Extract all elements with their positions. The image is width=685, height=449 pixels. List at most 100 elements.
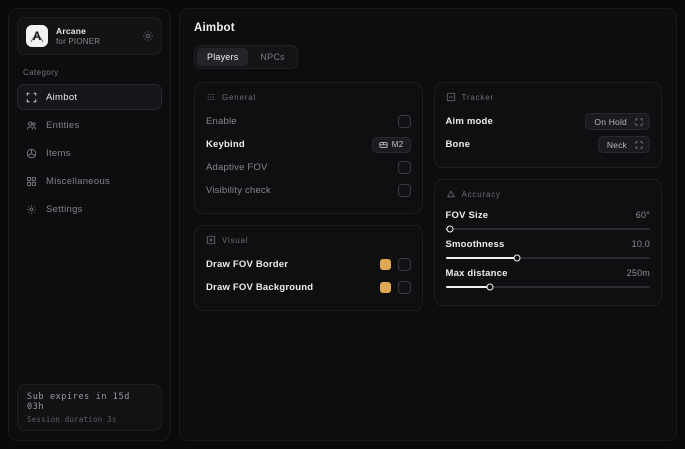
sidebar-item-miscellaneous[interactable]: Miscellaneous	[17, 168, 162, 194]
slider-value: 60°	[635, 210, 650, 220]
slider-thumb[interactable]	[513, 254, 521, 262]
row-aim-mode: Aim mode On Hold	[445, 110, 650, 133]
subscription-expiry: Sub expires in 15d 03h	[27, 392, 130, 412]
tab-npcs[interactable]: NPCs	[260, 52, 285, 62]
main-content: Aimbot Players NPCs General	[179, 8, 677, 441]
sliders-icon	[206, 92, 216, 102]
slider-label: FOV Size	[445, 210, 489, 221]
expand-icon	[635, 140, 643, 149]
slider-fov-size: FOV Size 60°	[445, 207, 651, 236]
sidebar-item-label: Miscellaneous	[46, 175, 111, 187]
sidebar: A Arcane for PIONER Category	[8, 8, 171, 441]
tab-players[interactable]: Players	[197, 48, 249, 66]
sidebar-item-aimbot[interactable]: Aimbot	[17, 84, 162, 110]
brand-name: Arcane	[56, 26, 87, 36]
row-adaptive-fov: Adaptive FOV	[206, 156, 411, 179]
slider-track[interactable]	[445, 225, 650, 233]
row-enable: Enable	[206, 110, 411, 133]
card-visual: Visual Draw FOV Border Draw FOV Backgrou…	[194, 225, 423, 311]
app-logo: A	[26, 25, 48, 47]
sidebar-item-label: Items	[46, 147, 71, 159]
card-accuracy-header: Accuracy	[446, 189, 651, 199]
brand-subtitle: for PIONER	[56, 37, 101, 46]
expand-icon	[635, 117, 643, 126]
gear-icon	[26, 204, 37, 215]
slider-max-distance: Max distance 250m	[445, 265, 650, 294]
box-icon	[26, 148, 37, 159]
image-icon	[206, 235, 216, 245]
left-column: General Enable Keybind	[194, 82, 423, 311]
slider-value: 250m	[626, 268, 650, 278]
card-accuracy: Accuracy FOV Size 60°	[433, 179, 662, 306]
slider-header: FOV Size 60°	[446, 210, 651, 221]
row-label: Enable	[206, 116, 237, 127]
session-duration: Session duration 3s	[27, 415, 117, 424]
row-label: Draw FOV Border	[206, 259, 289, 270]
slider-value: 10.0	[631, 239, 650, 249]
card-title: Tracker	[461, 92, 494, 102]
card-visual-header: Visual	[206, 235, 411, 245]
sidebar-item-settings[interactable]: Settings	[17, 196, 162, 222]
people-icon	[26, 120, 37, 131]
triangle-icon	[446, 189, 456, 199]
row-label: Bone	[445, 139, 471, 150]
tab-bar: Players NPCs	[194, 45, 298, 69]
subscription-status-card: Sub expires in 15d 03h Session duration …	[17, 384, 162, 431]
draw-fov-background-controls	[379, 281, 411, 294]
slider-track[interactable]	[445, 283, 650, 291]
category-label: Category	[23, 68, 59, 77]
draw-fov-background-checkbox[interactable]	[397, 281, 411, 294]
card-tracker: Tracker Aim mode On Hold	[433, 82, 662, 168]
row-label: Keybind	[206, 139, 245, 150]
profile-text: Arcane for PIONER	[56, 26, 100, 46]
page-title: Aimbot	[194, 22, 235, 34]
slider-thumb[interactable]	[446, 225, 454, 233]
grid-icon	[26, 176, 37, 187]
card-title: Accuracy	[461, 189, 501, 199]
gear-icon[interactable]	[142, 30, 154, 42]
enable-checkbox[interactable]	[397, 115, 411, 128]
adaptive-fov-checkbox[interactable]	[397, 161, 411, 174]
visibility-check-checkbox[interactable]	[397, 184, 411, 197]
logo-arc-icon	[30, 34, 44, 43]
crosshair-icon	[26, 92, 37, 103]
row-label: Aim mode	[445, 116, 494, 127]
mouse-icon	[379, 141, 388, 149]
card-title: General	[222, 92, 257, 102]
aim-mode-select[interactable]: On Hold	[585, 113, 650, 130]
keybind-value: M2	[391, 140, 404, 149]
sidebar-spacer	[17, 224, 162, 384]
slider-fill	[445, 286, 491, 288]
aim-mode-value: On Hold	[594, 116, 627, 127]
slider-thumb[interactable]	[486, 283, 494, 291]
row-label: Visibility check	[206, 185, 271, 196]
row-label: Adaptive FOV	[206, 162, 268, 173]
card-general-header: General	[206, 92, 411, 102]
sidebar-item-label: Settings	[46, 203, 83, 215]
right-column: Tracker Aim mode On Hold	[433, 82, 662, 306]
sidebar-item-items[interactable]: Items	[17, 140, 162, 166]
draw-fov-border-checkbox[interactable]	[397, 258, 411, 271]
keybind-button[interactable]: M2	[371, 136, 411, 153]
slider-fill	[445, 257, 518, 259]
card-title: Visual	[222, 235, 249, 245]
slider-label: Smoothness	[445, 239, 505, 250]
sidebar-nav: Aimbot Entities	[17, 84, 162, 224]
draw-fov-border-controls	[379, 258, 411, 271]
card-general: General Enable Keybind	[194, 82, 423, 214]
slider-label: Max distance	[445, 268, 508, 279]
bone-select[interactable]: Neck	[597, 136, 650, 153]
row-label: Draw FOV Background	[206, 282, 314, 293]
profile-card[interactable]: A Arcane for PIONER	[17, 17, 162, 55]
settings-columns: General Enable Keybind	[194, 82, 662, 311]
bone-value: Neck	[606, 139, 627, 150]
fov-background-color-swatch[interactable]	[379, 282, 391, 293]
slider-smoothness: Smoothness 10.0	[445, 236, 650, 265]
sidebar-item-label: Entities	[46, 119, 80, 131]
card-tracker-header: Tracker	[446, 92, 651, 102]
sidebar-item-label: Aimbot	[46, 91, 78, 103]
sidebar-item-entities[interactable]: Entities	[17, 112, 162, 138]
fov-border-color-swatch[interactable]	[379, 259, 391, 270]
slider-track[interactable]	[445, 254, 650, 262]
